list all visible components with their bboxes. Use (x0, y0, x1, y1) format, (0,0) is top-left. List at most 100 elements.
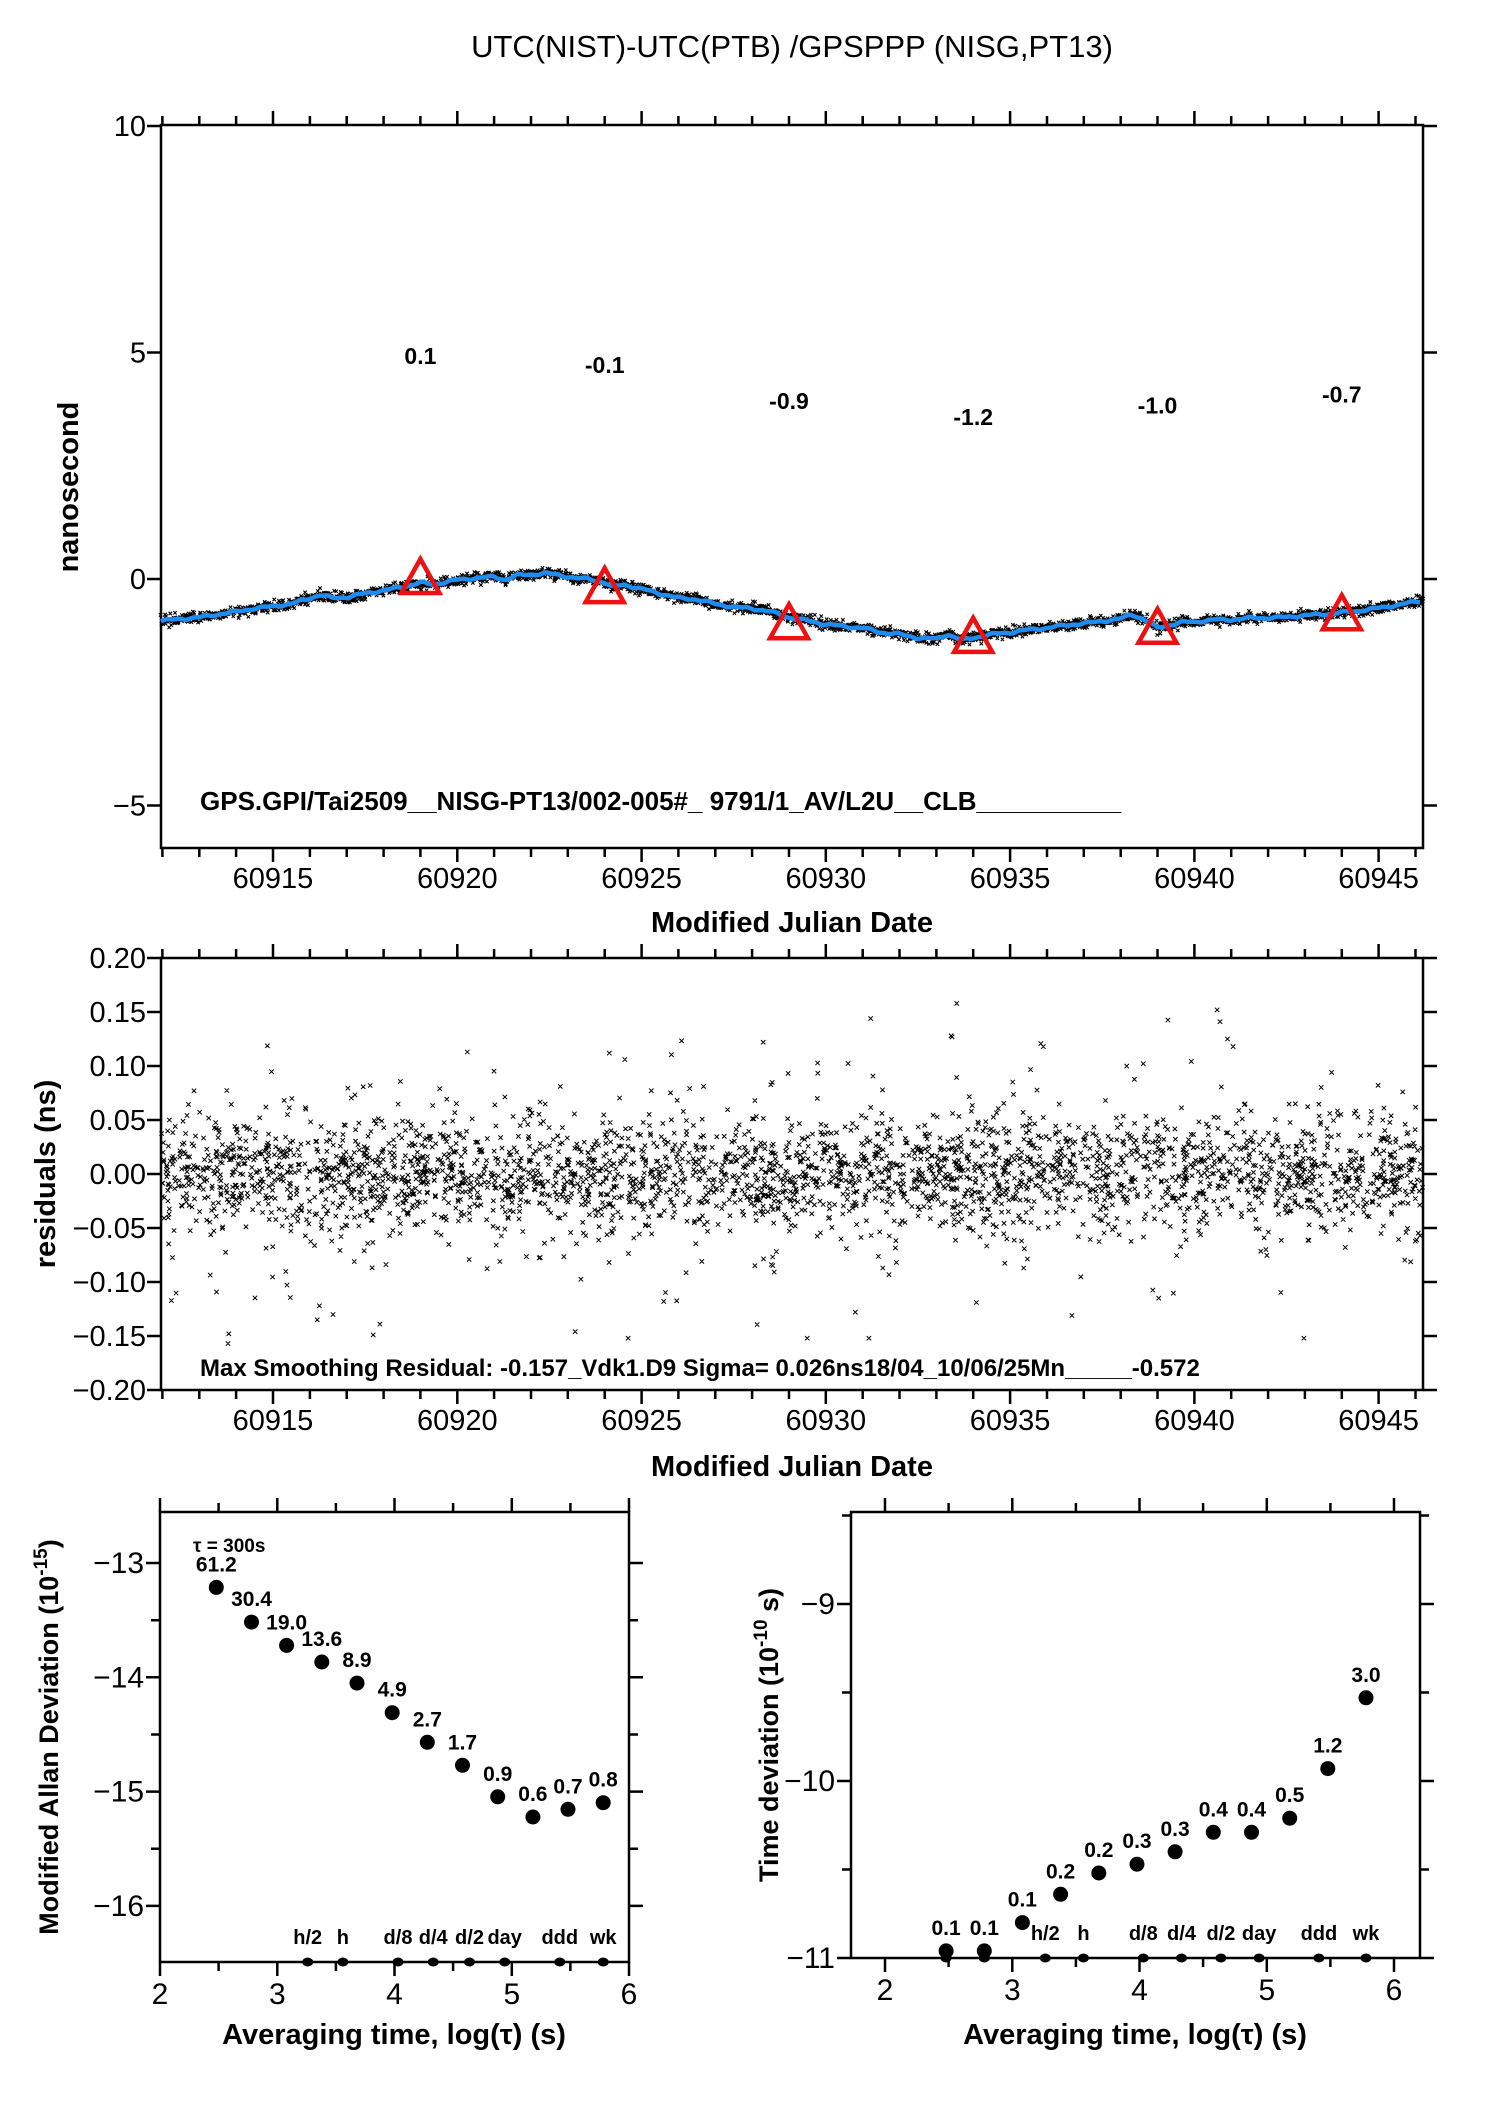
y-tick-label: −0.15 (73, 1321, 146, 1353)
tau-axis-dot (302, 1957, 314, 1967)
calibration-value-label: -1.2 (953, 404, 993, 430)
figure-title: UTC(NIST)-UTC(PTB) /GPSPPP (NISG,PT13) (471, 29, 1113, 64)
y-tick-label: 0.00 (90, 1159, 146, 1191)
point-value-label: 0.8 (589, 1769, 619, 1792)
tau-axis-dot (337, 1957, 349, 1967)
y-tick-label: −9 (801, 1588, 835, 1621)
tau-ladder-label: ddd (1301, 1923, 1338, 1945)
y-tick-label: −13 (93, 1547, 144, 1580)
tau-axis-dot (499, 1957, 511, 1967)
x-tick-label: 60920 (417, 1405, 498, 1437)
tau-ladder-label: h (337, 1927, 349, 1949)
tau-axis-dot (597, 1957, 609, 1967)
calibration-value-label: -1.0 (1138, 393, 1178, 419)
mdev-tau-note: τ = 300s (193, 1536, 265, 1557)
top-series-line (160, 570, 1420, 642)
point-value-label: 61.2 (196, 1553, 237, 1576)
tau-axis-dot (1078, 1953, 1089, 1963)
y-tick-label: −14 (93, 1661, 144, 1694)
tau-axis-dot (1313, 1953, 1325, 1963)
data-point (455, 1757, 470, 1773)
y-ticks (147, 124, 1437, 807)
calibration-value-label: 0.1 (404, 343, 436, 369)
mdev-tau-ladder: h/2 h d/8 d/4 d/2 day ddd wk (293, 1927, 617, 1967)
y-tick-label: −5 (113, 791, 146, 823)
calibration-triangle-marker (1134, 604, 1181, 646)
data-point (314, 1654, 330, 1670)
data-point (244, 1614, 259, 1630)
x-tick-label: 60920 (417, 863, 498, 895)
tau-axis-dot (1137, 1953, 1149, 1963)
residual-x-markers (159, 1000, 1426, 1347)
tau-ladder-label: d/2 (1206, 1923, 1235, 1945)
mdev-panel: 2 3 4 5 6 −13 −14 −15 −16 61.2 30.419.013.68.9 4.9… (31, 1498, 643, 2051)
x-ticks (158, 1498, 631, 1976)
tau-axis-dot (1215, 1953, 1227, 1963)
x-tick-label: 60940 (1154, 863, 1235, 895)
x-ticks (161, 111, 1417, 862)
top-ticks (147, 111, 1437, 862)
y-tick-label: 0.10 (90, 1051, 146, 1083)
x-tick-label: 60925 (601, 863, 682, 895)
mdev-value-labels: 61.2 30.419.013.68.9 4.9 2.7 1.7 0.9 0.6 0.7 0.8 (196, 1553, 618, 1806)
y-tick-label: 0.20 (90, 943, 146, 975)
top-yaxis-title: nanosecond (53, 402, 85, 573)
top-inplot-annotation: GPS.GPI/Tai2509__NISG-PT13/002-005#_ 979… (200, 786, 1122, 816)
point-value-label: 0.9 (483, 1763, 512, 1786)
tau-axis-dot (1360, 1953, 1372, 1963)
point-value-label: 3.0 (1351, 1664, 1380, 1687)
x-tick-label: 60940 (1154, 1405, 1235, 1437)
point-value-label: 0.1 (931, 1917, 961, 1940)
x-tick-label: 60930 (785, 1405, 866, 1437)
y-tick-label: −0.20 (73, 1375, 146, 1407)
y-tick-label: 0.15 (90, 997, 146, 1029)
tdev-plot-frame (849, 1510, 1422, 1960)
smoothed-line (160, 570, 1420, 642)
point-value-label: 0.3 (1160, 1818, 1189, 1841)
top-tick-labels: 60915 60920 60925 60930 60935 60940 60945 10 5 0 −… (113, 111, 1419, 895)
tau-ladder-label: h (1077, 1923, 1089, 1945)
y-ticks (147, 956, 1437, 1392)
mdev-tick-labels: 2 3 4 5 6 −13 −14 −15 −16 (93, 1547, 637, 2011)
data-point (938, 1943, 954, 1959)
tdev-tau-ladder: h/2 h d/8 d/4 d/2 day ddd wk (940, 1923, 1380, 1963)
point-value-label: 0.4 (1199, 1798, 1229, 1821)
tau-ladder-label: h/2 (1031, 1923, 1060, 1945)
calibration-triangle-marker (581, 563, 628, 605)
y-tick-label: 10 (114, 111, 146, 143)
point-value-label: 13.6 (301, 1628, 342, 1651)
x-tick-label: 60935 (970, 1405, 1051, 1437)
point-value-label: 0.1 (970, 1917, 1000, 1940)
tau-ladder-label: d/4 (419, 1927, 449, 1949)
x-tick-label: 60915 (233, 1405, 314, 1437)
calibration-value-label: -0.9 (769, 388, 809, 414)
mdev-plot-frame (158, 1510, 631, 1964)
x-tick-label: 6 (621, 1978, 638, 2011)
x-ticks (161, 944, 1417, 1404)
tau-axis-dot (1253, 1953, 1265, 1963)
x-ticks (883, 1498, 1396, 1972)
tdev-value-labels: 0.1 0.1 0.1 0.2 0.2 0.3 0.3 0.4 0.4 0.5 1.2 3.0 (931, 1664, 1380, 1940)
point-value-label: 0.6 (518, 1783, 547, 1806)
data-point (1244, 1824, 1259, 1840)
calibration-triangle-marker (766, 599, 812, 641)
tau-ladder-label: d/4 (1167, 1923, 1197, 1945)
calibration-triangle-marker (950, 613, 997, 655)
middle-yaxis-title: residuals (ns) (30, 1080, 62, 1269)
y-tick-label: −11 (786, 1942, 835, 1975)
data-point (525, 1809, 541, 1825)
data-point (1282, 1810, 1298, 1826)
x-tick-label: 4 (1131, 1974, 1148, 2007)
y-tick-label: 0 (130, 564, 146, 596)
top-xaxis-title: Modified Julian Date (651, 907, 933, 939)
data-point (560, 1801, 576, 1817)
x-tick-label: 60945 (1338, 1405, 1419, 1437)
point-value-label: 0.4 (1237, 1798, 1267, 1821)
top-panel: UTC(NIST)-UTC(PTB) /GPSPPP (NISG,PT13) 6… (53, 29, 1437, 939)
x-tick-label: 2 (152, 1978, 169, 2011)
data-point (595, 1795, 611, 1811)
mdev-yaxis-title: Modified Allan Deviation (10-15) (31, 1539, 64, 1935)
tau-ladder-label: ddd (541, 1927, 578, 1949)
tau-ladder-label: h/2 (293, 1927, 322, 1949)
